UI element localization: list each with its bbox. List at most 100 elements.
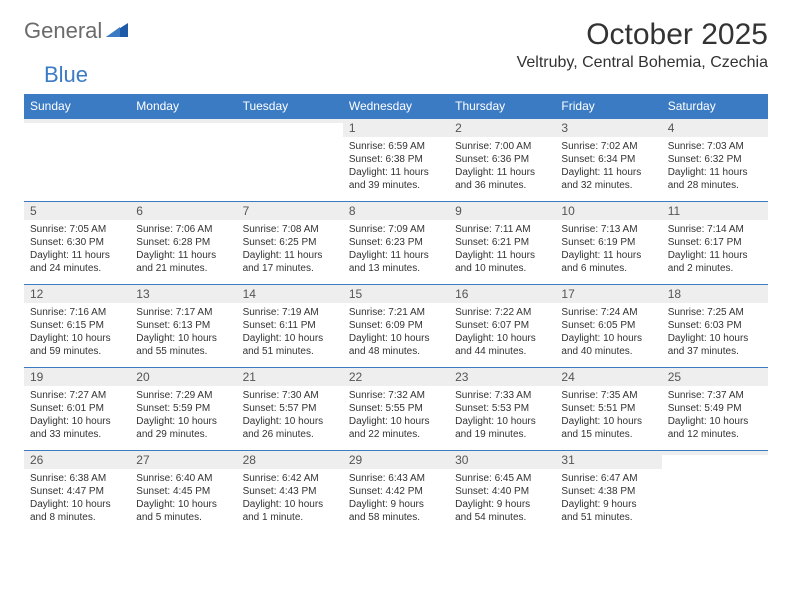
day-content-line: Sunset: 4:43 PM xyxy=(243,485,337,498)
day-content-line: Daylight: 9 hours xyxy=(561,498,655,511)
day-content xyxy=(130,123,236,185)
day-content-line: Sunrise: 7:29 AM xyxy=(136,389,230,402)
logo-triangle-icon xyxy=(106,21,128,42)
calendar-day-cell: 15Sunrise: 7:21 AMSunset: 6:09 PMDayligh… xyxy=(343,285,449,368)
calendar-week-row: 19Sunrise: 7:27 AMSunset: 6:01 PMDayligh… xyxy=(24,368,768,451)
day-header-thursday: Thursday xyxy=(449,94,555,119)
day-content-line: Sunset: 6:03 PM xyxy=(668,319,762,332)
day-content-line: Sunrise: 7:13 AM xyxy=(561,223,655,236)
day-content-line: Daylight: 9 hours xyxy=(455,498,549,511)
calendar-body: 1Sunrise: 6:59 AMSunset: 6:38 PMDaylight… xyxy=(24,119,768,534)
day-number: 13 xyxy=(130,285,236,303)
day-content-line: and 32 minutes. xyxy=(561,179,655,192)
day-content: Sunrise: 6:42 AMSunset: 4:43 PMDaylight:… xyxy=(237,469,343,533)
day-content-line: and 15 minutes. xyxy=(561,428,655,441)
day-number: 18 xyxy=(662,285,768,303)
day-content-line: Daylight: 10 hours xyxy=(243,332,337,345)
day-number: 12 xyxy=(24,285,130,303)
day-content-line: Sunset: 6:38 PM xyxy=(349,153,443,166)
day-content: Sunrise: 7:13 AMSunset: 6:19 PMDaylight:… xyxy=(555,220,661,284)
day-content-line: Sunrise: 7:22 AM xyxy=(455,306,549,319)
day-content-line: Sunset: 4:42 PM xyxy=(349,485,443,498)
day-content-line: Sunrise: 7:03 AM xyxy=(668,140,762,153)
day-content-line: Sunrise: 6:40 AM xyxy=(136,472,230,485)
calendar-day-cell xyxy=(237,119,343,202)
day-content-line: Sunset: 5:55 PM xyxy=(349,402,443,415)
day-content-line: Daylight: 11 hours xyxy=(136,249,230,262)
day-content-line: Sunset: 6:07 PM xyxy=(455,319,549,332)
calendar-table: Sunday Monday Tuesday Wednesday Thursday… xyxy=(24,94,768,533)
day-number: 25 xyxy=(662,368,768,386)
day-content-line: Sunset: 4:38 PM xyxy=(561,485,655,498)
day-content: Sunrise: 7:30 AMSunset: 5:57 PMDaylight:… xyxy=(237,386,343,450)
day-content: Sunrise: 7:17 AMSunset: 6:13 PMDaylight:… xyxy=(130,303,236,367)
calendar-day-cell xyxy=(24,119,130,202)
day-content: Sunrise: 7:29 AMSunset: 5:59 PMDaylight:… xyxy=(130,386,236,450)
day-content-line: Daylight: 10 hours xyxy=(561,332,655,345)
calendar-day-cell: 16Sunrise: 7:22 AMSunset: 6:07 PMDayligh… xyxy=(449,285,555,368)
calendar-day-cell: 22Sunrise: 7:32 AMSunset: 5:55 PMDayligh… xyxy=(343,368,449,451)
day-content-line: and 24 minutes. xyxy=(30,262,124,275)
day-content-line: Sunrise: 7:09 AM xyxy=(349,223,443,236)
day-number: 6 xyxy=(130,202,236,220)
day-content-line: and 44 minutes. xyxy=(455,345,549,358)
day-content-line: Sunrise: 7:05 AM xyxy=(30,223,124,236)
day-content: Sunrise: 6:40 AMSunset: 4:45 PMDaylight:… xyxy=(130,469,236,533)
calendar-day-cell: 11Sunrise: 7:14 AMSunset: 6:17 PMDayligh… xyxy=(662,202,768,285)
day-content-line: and 54 minutes. xyxy=(455,511,549,524)
calendar-day-cell: 12Sunrise: 7:16 AMSunset: 6:15 PMDayligh… xyxy=(24,285,130,368)
calendar-day-cell: 19Sunrise: 7:27 AMSunset: 6:01 PMDayligh… xyxy=(24,368,130,451)
day-content-line: Sunset: 6:23 PM xyxy=(349,236,443,249)
day-header-saturday: Saturday xyxy=(662,94,768,119)
day-content-line: Sunrise: 7:32 AM xyxy=(349,389,443,402)
day-content xyxy=(237,123,343,185)
calendar-day-cell: 4Sunrise: 7:03 AMSunset: 6:32 PMDaylight… xyxy=(662,119,768,202)
day-content-line: Sunrise: 7:06 AM xyxy=(136,223,230,236)
day-content: Sunrise: 7:14 AMSunset: 6:17 PMDaylight:… xyxy=(662,220,768,284)
day-content-line: Sunset: 4:40 PM xyxy=(455,485,549,498)
day-content-line: and 33 minutes. xyxy=(30,428,124,441)
day-content: Sunrise: 7:03 AMSunset: 6:32 PMDaylight:… xyxy=(662,137,768,201)
day-content-line: Sunset: 5:53 PM xyxy=(455,402,549,415)
day-number: 24 xyxy=(555,368,661,386)
day-content-line: Sunset: 6:05 PM xyxy=(561,319,655,332)
day-content-line: Daylight: 10 hours xyxy=(243,415,337,428)
day-header-friday: Friday xyxy=(555,94,661,119)
day-content-line: Sunrise: 6:47 AM xyxy=(561,472,655,485)
day-content-line: Daylight: 10 hours xyxy=(561,415,655,428)
day-content: Sunrise: 6:45 AMSunset: 4:40 PMDaylight:… xyxy=(449,469,555,533)
day-content: Sunrise: 7:08 AMSunset: 6:25 PMDaylight:… xyxy=(237,220,343,284)
day-content-line: Sunrise: 7:33 AM xyxy=(455,389,549,402)
day-number: 2 xyxy=(449,119,555,137)
calendar-day-cell: 3Sunrise: 7:02 AMSunset: 6:34 PMDaylight… xyxy=(555,119,661,202)
day-content-line: and 37 minutes. xyxy=(668,345,762,358)
title-block: October 2025 Veltruby, Central Bohemia, … xyxy=(517,18,768,72)
day-content-line: Daylight: 11 hours xyxy=(561,166,655,179)
day-content-line: and 51 minutes. xyxy=(561,511,655,524)
day-content-line: Sunrise: 7:00 AM xyxy=(455,140,549,153)
calendar-day-cell: 23Sunrise: 7:33 AMSunset: 5:53 PMDayligh… xyxy=(449,368,555,451)
day-content-line: and 55 minutes. xyxy=(136,345,230,358)
calendar-day-cell: 28Sunrise: 6:42 AMSunset: 4:43 PMDayligh… xyxy=(237,451,343,534)
day-number: 1 xyxy=(343,119,449,137)
day-content: Sunrise: 7:24 AMSunset: 6:05 PMDaylight:… xyxy=(555,303,661,367)
calendar-day-cell: 20Sunrise: 7:29 AMSunset: 5:59 PMDayligh… xyxy=(130,368,236,451)
day-content: Sunrise: 6:47 AMSunset: 4:38 PMDaylight:… xyxy=(555,469,661,533)
day-number: 14 xyxy=(237,285,343,303)
day-number: 20 xyxy=(130,368,236,386)
day-number: 28 xyxy=(237,451,343,469)
day-content-line: Daylight: 11 hours xyxy=(455,166,549,179)
calendar-day-cell: 29Sunrise: 6:43 AMSunset: 4:42 PMDayligh… xyxy=(343,451,449,534)
day-content-line: Sunrise: 7:27 AM xyxy=(30,389,124,402)
day-content: Sunrise: 7:11 AMSunset: 6:21 PMDaylight:… xyxy=(449,220,555,284)
day-content: Sunrise: 7:05 AMSunset: 6:30 PMDaylight:… xyxy=(24,220,130,284)
calendar-day-cell: 2Sunrise: 7:00 AMSunset: 6:36 PMDaylight… xyxy=(449,119,555,202)
day-header-wednesday: Wednesday xyxy=(343,94,449,119)
day-content-line: and 1 minute. xyxy=(243,511,337,524)
day-content-line: and 5 minutes. xyxy=(136,511,230,524)
day-content-line: Daylight: 11 hours xyxy=(349,166,443,179)
day-content-line: and 6 minutes. xyxy=(561,262,655,275)
day-content-line: Sunset: 6:01 PM xyxy=(30,402,124,415)
logo: General xyxy=(24,18,130,44)
day-content-line: and 17 minutes. xyxy=(243,262,337,275)
